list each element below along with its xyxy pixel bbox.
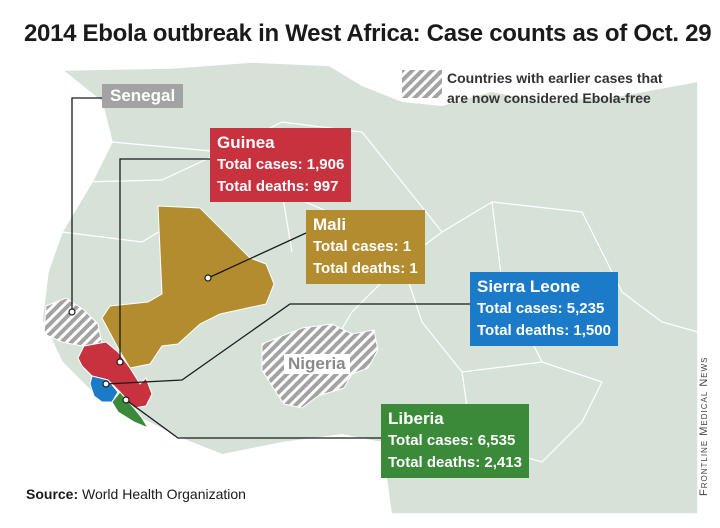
liberia-leader bbox=[125, 399, 381, 439]
sierra-leone-cases: Total cases: 5,235 bbox=[477, 300, 605, 317]
legend: Countries with earlier cases that are no… bbox=[447, 68, 663, 108]
map-area: Senegal Nigeria Guinea Total cases: 1,90… bbox=[22, 62, 698, 514]
liberia-shape bbox=[111, 391, 150, 430]
mali-name: Mali bbox=[313, 215, 347, 234]
legend-line-2: are now considered Ebola-free bbox=[447, 90, 651, 106]
sierra-leone-deaths: Total deaths: 1,500 bbox=[477, 322, 611, 339]
sierra-leone-shape bbox=[89, 375, 119, 403]
guinea-shape bbox=[77, 341, 153, 409]
nigeria-label: Nigeria bbox=[284, 354, 350, 374]
credit-text: Frontline Medical News bbox=[698, 356, 710, 496]
mali-deaths: Total deaths: 1 bbox=[313, 260, 418, 277]
mali-callout: Mali Total cases: 1 Total deaths: 1 bbox=[306, 210, 425, 284]
mali-cases: Total cases: 1 bbox=[313, 238, 412, 255]
map-svg bbox=[41, 62, 698, 514]
sierra-leone-name: Sierra Leone bbox=[477, 277, 580, 296]
senegal-label: Senegal bbox=[102, 84, 184, 108]
source-note: Source: World Health Organization bbox=[26, 486, 246, 502]
gulf-of-guinea bbox=[172, 434, 392, 514]
source-label: Source: bbox=[26, 486, 79, 502]
source-text: World Health Organization bbox=[82, 486, 246, 502]
mali-leader bbox=[207, 232, 307, 279]
leader-dots bbox=[68, 274, 212, 404]
leader-lines bbox=[71, 97, 470, 439]
liberia-name: Liberia bbox=[388, 409, 444, 428]
guinea-leader bbox=[119, 158, 210, 362]
sierra-leone-leader bbox=[105, 303, 470, 385]
liberia-callout: Liberia Total cases: 6,535 Total deaths:… bbox=[381, 404, 529, 478]
liberia-deaths: Total deaths: 2,413 bbox=[388, 454, 522, 471]
legend-swatch bbox=[402, 70, 442, 98]
guinea-cases: Total cases: 1,906 bbox=[217, 156, 345, 173]
mali-shape bbox=[101, 205, 275, 369]
sierra-leone-callout: Sierra Leone Total cases: 5,235 Total de… bbox=[470, 272, 618, 346]
legend-line-1: Countries with earlier cases that bbox=[447, 70, 663, 86]
guinea-callout: Guinea Total cases: 1,906 Total deaths: … bbox=[210, 128, 352, 202]
page-title: 2014 Ebola outbreak in West Africa: Case… bbox=[24, 20, 712, 47]
guinea-deaths: Total deaths: 997 bbox=[217, 178, 339, 195]
senegal-leader bbox=[71, 97, 102, 312]
liberia-cases: Total cases: 6,535 bbox=[388, 432, 516, 449]
guinea-name: Guinea bbox=[217, 133, 275, 152]
